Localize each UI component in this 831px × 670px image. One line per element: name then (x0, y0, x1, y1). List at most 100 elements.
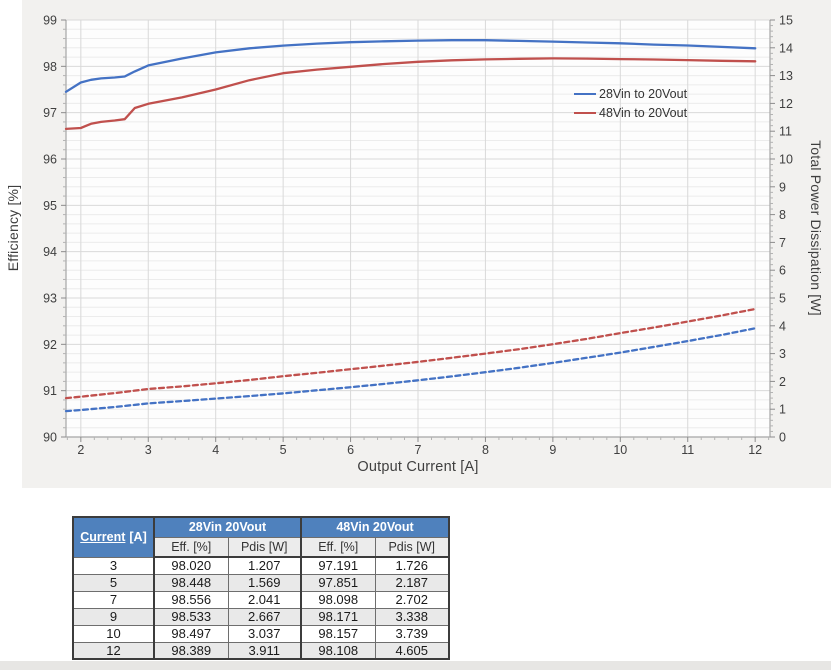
series-path-3 (64, 307, 757, 400)
table-row: 12 98.389 3.911 98.108 4.605 (72, 641, 450, 660)
cell-value: 98.533 (153, 607, 229, 626)
right-tick-label: 8 (779, 208, 786, 222)
efficiency-chart: 2 3 4 5 6 7 8 9 10 11 1290919293949596979899012345… (43, 14, 793, 458)
y-axis-title-right: Total Power Dissipation [W] (808, 140, 824, 316)
cell-value: 3.739 (374, 624, 450, 643)
table-row: 3 98.020 1.207 97.191 1.726 (72, 556, 450, 575)
results-table-wrap: Current [A] 28Vin 20Vout 48Vin 20Vout Eff… (72, 516, 450, 660)
left-tick-label: 93 (43, 292, 57, 306)
table-header-row-groups: Current [A] 28Vin 20Vout 48Vin 20Vout (72, 516, 450, 558)
table-row: 7 98.556 2.041 98.098 2.702 (72, 590, 450, 609)
subheader-pdis-28: Pdis [W] (227, 536, 302, 558)
left-tick-label: 96 (43, 153, 57, 167)
header-group-28vin: 28Vin 20Vout (153, 516, 302, 538)
legend-label-48vin: 48Vin to 20Vout (599, 105, 688, 120)
left-tick-label: 95 (43, 199, 57, 213)
cell-value: 98.157 (300, 624, 376, 643)
table-row: 10 98.497 3.037 98.157 3.739 (72, 624, 450, 643)
header-current-word: Current (80, 530, 126, 545)
x-tick-label: 2 (77, 443, 84, 457)
x-tick-label: 9 (549, 443, 556, 457)
left-tick-label: 91 (43, 384, 57, 398)
x-tick-label: 5 (280, 443, 287, 457)
series-path-0 (64, 39, 757, 93)
left-tick-label: 90 (43, 431, 57, 445)
x-tick-label: 8 (482, 443, 489, 457)
cell-value: 1.207 (227, 556, 302, 575)
left-tick-label: 94 (43, 245, 57, 259)
series-path-1 (64, 57, 757, 131)
chart-legend: 28Vin to 20Vout 48Vin to 20Vout (574, 84, 687, 122)
header-current-unit: [A] (129, 530, 147, 545)
header-current: Current [A] (72, 516, 155, 558)
right-tick-label: 12 (779, 97, 793, 111)
cell-value: 2.667 (227, 607, 302, 626)
x-tick-label: 3 (145, 443, 152, 457)
cell-value: 1.569 (227, 573, 302, 592)
legend-line-blue-icon (574, 92, 596, 95)
right-tick-label: 13 (779, 69, 793, 83)
right-tick-label: 14 (779, 41, 793, 55)
cell-current: 12 (72, 641, 155, 660)
cell-current: 10 (72, 624, 155, 643)
cell-value: 3.338 (374, 607, 450, 626)
cell-value: 98.448 (153, 573, 229, 592)
cell-value: 98.098 (300, 590, 376, 609)
cell-current: 9 (72, 607, 155, 626)
right-tick-label: 3 (779, 347, 786, 361)
subheader-eff-48: Eff. [%] (300, 536, 376, 558)
x-tick-label: 12 (748, 443, 762, 457)
right-tick-label: 5 (779, 292, 786, 306)
table-header-row-sub: Eff. [%] Pdis [W] Eff. [%] Pdis [W] (73, 536, 450, 558)
series-path-2 (64, 327, 757, 413)
legend-entry-48vin: 48Vin to 20Vout (574, 103, 687, 122)
left-tick-label: 97 (43, 106, 57, 120)
x-tick-label: 6 (347, 443, 354, 457)
x-tick-label: 4 (212, 443, 219, 457)
cell-current: 5 (72, 573, 155, 592)
cell-value: 4.605 (374, 641, 450, 660)
right-tick-label: 6 (779, 264, 786, 278)
right-tick-label: 1 (779, 403, 786, 417)
cell-value: 98.020 (153, 556, 229, 575)
right-tick-label: 15 (779, 14, 793, 28)
bottom-strip (0, 661, 831, 670)
left-tick-label: 98 (43, 60, 57, 74)
cell-value: 2.702 (374, 590, 450, 609)
x-tick-label: 10 (613, 443, 627, 457)
cell-value: 98.389 (153, 641, 229, 660)
legend-label-28vin: 28Vin to 20Vout (599, 86, 688, 101)
legend-entry-28vin: 28Vin to 20Vout (574, 84, 687, 103)
right-tick-label: 10 (779, 153, 793, 167)
x-axis-title: Output Current [A] (357, 459, 479, 475)
cell-value: 98.497 (153, 624, 229, 643)
cell-value: 98.556 (153, 590, 229, 609)
table-row: 9 98.533 2.667 98.171 3.338 (72, 607, 450, 626)
right-tick-label: 4 (779, 319, 786, 333)
cell-value: 3.911 (227, 641, 302, 660)
left-tick-label: 99 (43, 14, 57, 28)
cell-value: 97.191 (300, 556, 376, 575)
cell-value: 3.037 (227, 624, 302, 643)
table-row: 5 98.448 1.569 97.851 2.187 (72, 573, 450, 592)
cell-current: 3 (72, 556, 155, 575)
cell-value: 98.108 (300, 641, 376, 660)
y-axis-title-left: Efficiency [%] (5, 184, 21, 272)
subheader-eff-28: Eff. [%] (153, 536, 229, 558)
right-tick-label: 0 (779, 431, 786, 445)
header-group-48vin: 48Vin 20Vout (300, 516, 450, 538)
legend-line-red-icon (574, 111, 596, 114)
cell-value: 98.171 (300, 607, 376, 626)
right-tick-label: 9 (779, 180, 786, 194)
cell-value: 2.187 (374, 573, 450, 592)
cell-current: 7 (72, 590, 155, 609)
right-tick-label: 7 (779, 236, 786, 250)
results-table: Current [A] 28Vin 20Vout 48Vin 20Vout Eff… (72, 516, 450, 660)
cell-value: 1.726 (374, 556, 450, 575)
right-tick-label: 2 (779, 375, 786, 389)
subheader-pdis-48: Pdis [W] (374, 536, 450, 558)
right-tick-label: 11 (779, 125, 792, 139)
x-tick-label: 7 (415, 443, 422, 457)
x-tick-label: 11 (681, 443, 694, 457)
